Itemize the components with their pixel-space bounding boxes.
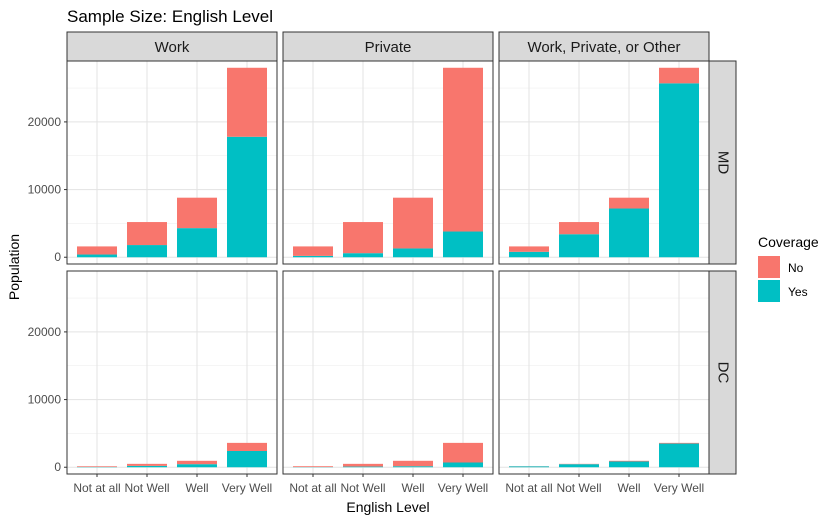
panel-md-work-border (66, 60, 278, 265)
x-tick-label-not-well: Not Well (556, 481, 601, 495)
bar-no-not-well (559, 222, 599, 235)
y-tick-label: 10000 (28, 183, 62, 197)
bar-yes-well (609, 208, 649, 258)
bar-no-not-at-all (77, 246, 117, 255)
panel-md-private-border (282, 60, 494, 265)
y-tick-label: 0 (54, 460, 61, 474)
strip-label-dc: DC (715, 362, 732, 384)
bar-no-very-well (659, 67, 699, 84)
bar-no-not-well (127, 463, 167, 466)
chart-title: Sample Size: English Level (67, 7, 273, 26)
bar-yes-not-well (343, 253, 383, 258)
panel-dc-work-background (67, 271, 277, 474)
x-tick-label-not-at-all: Not at all (73, 481, 120, 495)
bar-no-well (177, 197, 217, 229)
x-tick-label-not-well: Not Well (340, 481, 385, 495)
strip-work (66, 31, 278, 62)
panel-dc-private (282, 270, 494, 475)
bar-yes-not-at-all (509, 251, 549, 258)
bar-no-not-at-all (509, 246, 549, 252)
legend-label-yes: Yes (788, 285, 808, 299)
panel-dc-work-private-or-other-background (499, 271, 709, 474)
panel-md-work (66, 60, 278, 265)
strip-dc (708, 270, 737, 475)
bar-no-not-at-all (77, 466, 117, 467)
bar-no-very-well (227, 442, 267, 451)
bar-yes-very-well (659, 83, 699, 258)
panel-md-work-private-or-other (498, 60, 710, 265)
x-tick-label-well: Well (401, 481, 424, 495)
bar-yes-not-well (127, 465, 167, 468)
strip-label-private: Private (365, 39, 412, 56)
strip-private (282, 31, 494, 62)
bar-yes-well (177, 464, 217, 468)
panel-dc-work-private-or-other-border (498, 270, 710, 475)
y-axis-title: Population (6, 234, 22, 300)
bar-no-not-well (127, 222, 167, 246)
panel-dc-private-border (282, 270, 494, 475)
x-tick-label-not-well: Not Well (124, 481, 169, 495)
panel-dc-work-border (66, 270, 278, 475)
bar-no-well (177, 460, 217, 465)
bar-yes-very-well (227, 450, 267, 468)
bar-yes-not-at-all (77, 254, 117, 258)
strip-label-md: MD (715, 151, 732, 174)
bar-yes-well (609, 461, 649, 468)
x-tick-label-very-well: Very Well (438, 481, 488, 495)
panel-md-work-private-or-other-border (498, 60, 710, 265)
legend-title: Coverage (758, 234, 819, 250)
bar-no-well (393, 460, 433, 467)
bar-yes-very-well (227, 136, 267, 258)
bar-yes-well (177, 228, 217, 258)
panel-dc-work-private-or-other (498, 270, 710, 475)
strip-label-work: Work (155, 39, 190, 56)
y-tick-label: 20000 (28, 115, 62, 129)
y-tick-label: 0 (54, 250, 61, 264)
bar-no-well (609, 197, 649, 209)
bar-yes-not-well (559, 234, 599, 258)
y-tick-label: 10000 (28, 393, 62, 407)
panels-layer: Work Private Work, Private, or Other MD DC 0 1… (28, 31, 737, 495)
x-tick-label-well: Well (185, 481, 208, 495)
bar-no-not-at-all (293, 246, 333, 256)
bar-yes-not-well (127, 245, 167, 258)
bar-yes-well (393, 248, 433, 258)
bar-yes-not-at-all (293, 255, 333, 258)
panel-dc-private-background (283, 271, 493, 474)
bar-no-not-well (343, 222, 383, 254)
legend-key-yes (758, 280, 780, 302)
bar-yes-very-well (659, 443, 699, 468)
x-axis-title: English Level (346, 499, 429, 515)
x-tick-label-not-at-all: Not at all (289, 481, 336, 495)
bar-yes-very-well (443, 462, 483, 468)
y-tick-label: 20000 (28, 325, 62, 339)
bar-yes-not-at-all (509, 466, 549, 468)
bar-no-very-well (659, 442, 699, 444)
strip-label-work-private-or-other: Work, Private, or Other (527, 39, 680, 56)
panel-dc-work (66, 270, 278, 475)
legend-key-no (758, 256, 780, 278)
bar-yes-not-well (559, 464, 599, 468)
bar-no-well (393, 197, 433, 249)
bar-yes-very-well (443, 231, 483, 258)
legend: Coverage No Yes (758, 234, 819, 302)
strip-md (708, 60, 737, 265)
legend-label-no: No (788, 261, 804, 275)
strip-work-private-or-other (498, 31, 710, 62)
bar-no-very-well (227, 67, 267, 137)
bar-yes-well (393, 466, 433, 468)
x-tick-label-well: Well (617, 481, 640, 495)
bar-no-very-well (443, 67, 483, 232)
bar-no-well (609, 460, 649, 462)
bar-no-very-well (443, 442, 483, 463)
bar-yes-not-well (343, 466, 383, 468)
x-tick-label-very-well: Very Well (222, 481, 272, 495)
x-tick-label-not-at-all: Not at all (505, 481, 552, 495)
bar-no-not-at-all (293, 466, 333, 468)
x-tick-label-very-well: Very Well (654, 481, 704, 495)
panel-md-private (282, 60, 494, 265)
bar-no-not-well (343, 463, 383, 467)
